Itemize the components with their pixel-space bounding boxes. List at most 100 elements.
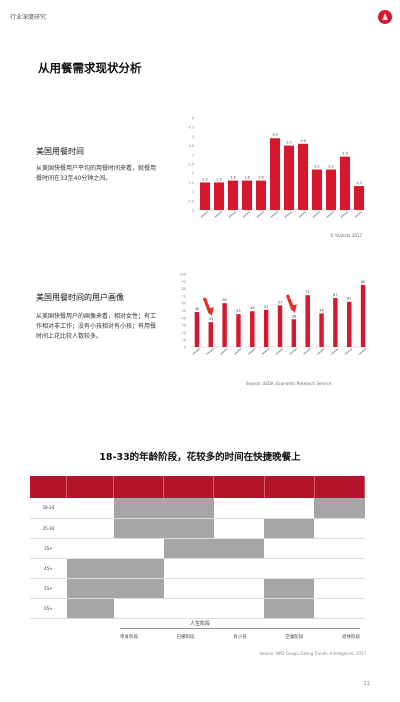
legend-item: 空巢阶段: [285, 635, 304, 640]
data-label: 46: [319, 308, 323, 312]
x-tick-label-mark: [261, 348, 270, 355]
table-cell: [66, 498, 114, 519]
bar: [227, 180, 239, 210]
row-label: 65+: [30, 598, 67, 619]
row-label: 25-34: [30, 518, 67, 539]
y-tick-label: 50: [182, 309, 186, 313]
table-cell: [113, 538, 164, 559]
data-label: 45: [236, 309, 240, 313]
data-label: 3.5: [286, 141, 292, 145]
data-label: 49: [250, 306, 254, 310]
y-tick-label: 4.5: [188, 126, 194, 130]
y-tick-label: 60: [182, 302, 186, 306]
x-tick-label-mark: [344, 348, 353, 355]
bar: [347, 301, 352, 347]
bar: [213, 182, 225, 210]
chart2-source: Source: USDA, Economic Research Service: [246, 381, 332, 386]
bar: [199, 182, 211, 210]
table-cell: [66, 518, 114, 539]
data-label: 2.2: [314, 165, 320, 169]
table-cell-highlight: [66, 598, 114, 619]
table-cell: [264, 538, 315, 559]
data-label: 1.3: [356, 181, 362, 185]
table-cell: [66, 538, 114, 559]
y-tick-label: 10: [182, 338, 186, 342]
bar: [277, 305, 283, 347]
table-row: 25-34: [30, 518, 365, 539]
x-tick-label-mark: [298, 211, 307, 218]
bar: [297, 143, 309, 210]
table-cell-highlight: [264, 518, 315, 539]
table-row: 55+: [30, 578, 365, 599]
bar: [360, 284, 366, 347]
table-row: 45+: [30, 558, 365, 579]
y-tick-label: 20: [182, 331, 186, 335]
legend-item: 已婚阶段: [176, 635, 195, 640]
table-cell-highlight: [264, 598, 315, 619]
y-tick-label: 3: [192, 153, 194, 157]
data-label: 60: [222, 298, 226, 302]
table-row: 35+: [30, 538, 365, 559]
dining-time-bar-chart: 0 0.5 1 1.5 2 2.5 3 3.5 4 4.5 5 1.5 1.5 1.6 1.6 1.6 3.9 3…: [188, 117, 366, 218]
x-tick-label-mark: [220, 348, 228, 355]
bar: [283, 145, 295, 210]
x-tick-label-mark: [256, 211, 265, 218]
legend-item: 单身阶段: [120, 635, 138, 640]
x-tick-label-mark: [358, 348, 367, 355]
table-cell-highlight: [163, 518, 214, 539]
data-label: 1.6: [244, 176, 250, 180]
user-profile-bar-chart: 0 10 20 30 40 50 60 70 80 90 100 48 34 60 45 49 51 57 38 71…: [179, 273, 370, 355]
table-cell-highlight: [163, 498, 214, 519]
row-label: 18-24: [30, 498, 67, 519]
x-tick-label-mark: [206, 348, 214, 355]
table-cell-highlight: [314, 498, 365, 519]
data-label: 67: [333, 293, 337, 297]
x-tick-label-mark: [330, 348, 339, 355]
bar: [236, 314, 241, 347]
data-label: 34: [209, 317, 214, 321]
row-label: 35+: [30, 538, 67, 559]
x-tick-label-mark: [303, 348, 311, 355]
data-label: 51: [264, 305, 268, 309]
table-cell: [213, 518, 265, 539]
y-tick-label: 40: [182, 316, 186, 320]
header-cell: [163, 476, 215, 498]
bar: [325, 169, 337, 210]
bar: [319, 313, 324, 347]
data-label: 3.9: [272, 133, 278, 137]
highlight-arrowhead: [206, 307, 214, 317]
data-label: 57: [278, 300, 282, 304]
legend-divider: [120, 628, 360, 629]
legend-title: 人生阶段: [189, 621, 210, 627]
data-label: 48: [195, 307, 199, 311]
bar: [311, 169, 323, 210]
page-header: 行业深度研究: [0, 0, 400, 34]
y-tick-label: 0: [184, 346, 186, 350]
y-tick-label: 5: [192, 117, 194, 121]
life-stage-table: 18-24 25-34 35+ 45+ 55+ 65+: [30, 476, 366, 619]
table-cell: [213, 558, 265, 579]
y-tick-label: 0.5: [188, 199, 194, 203]
x-tick-label-mark: [228, 211, 237, 218]
table-title: 18-33的年龄阶段，花较多的时间在快捷晚餐上: [99, 452, 301, 463]
data-label: 38: [292, 314, 296, 318]
x-tick-label-mark: [247, 348, 256, 355]
table-row: 65+: [30, 598, 365, 619]
bar: [333, 298, 338, 347]
highlight-arrowhead: [289, 304, 297, 314]
data-label: 2.9: [342, 152, 348, 156]
x-tick-label-mark: [312, 211, 321, 218]
data-label: 3.6: [300, 139, 306, 143]
row-label: 55+: [30, 578, 67, 599]
brand-logo-icon: [378, 10, 392, 24]
header-cell: [213, 476, 265, 498]
bar: [269, 138, 281, 210]
y-tick-label: 3.5: [188, 144, 194, 148]
table-cell-highlight: [113, 498, 164, 519]
table-cell: [213, 598, 265, 619]
x-tick-label-mark: [354, 211, 363, 218]
table-cell-highlight: [66, 578, 114, 599]
table-source: Source: NPD Group; Eating Trends, Intell…: [259, 651, 366, 656]
header-cell: [66, 476, 115, 498]
table-cell: [314, 518, 365, 539]
